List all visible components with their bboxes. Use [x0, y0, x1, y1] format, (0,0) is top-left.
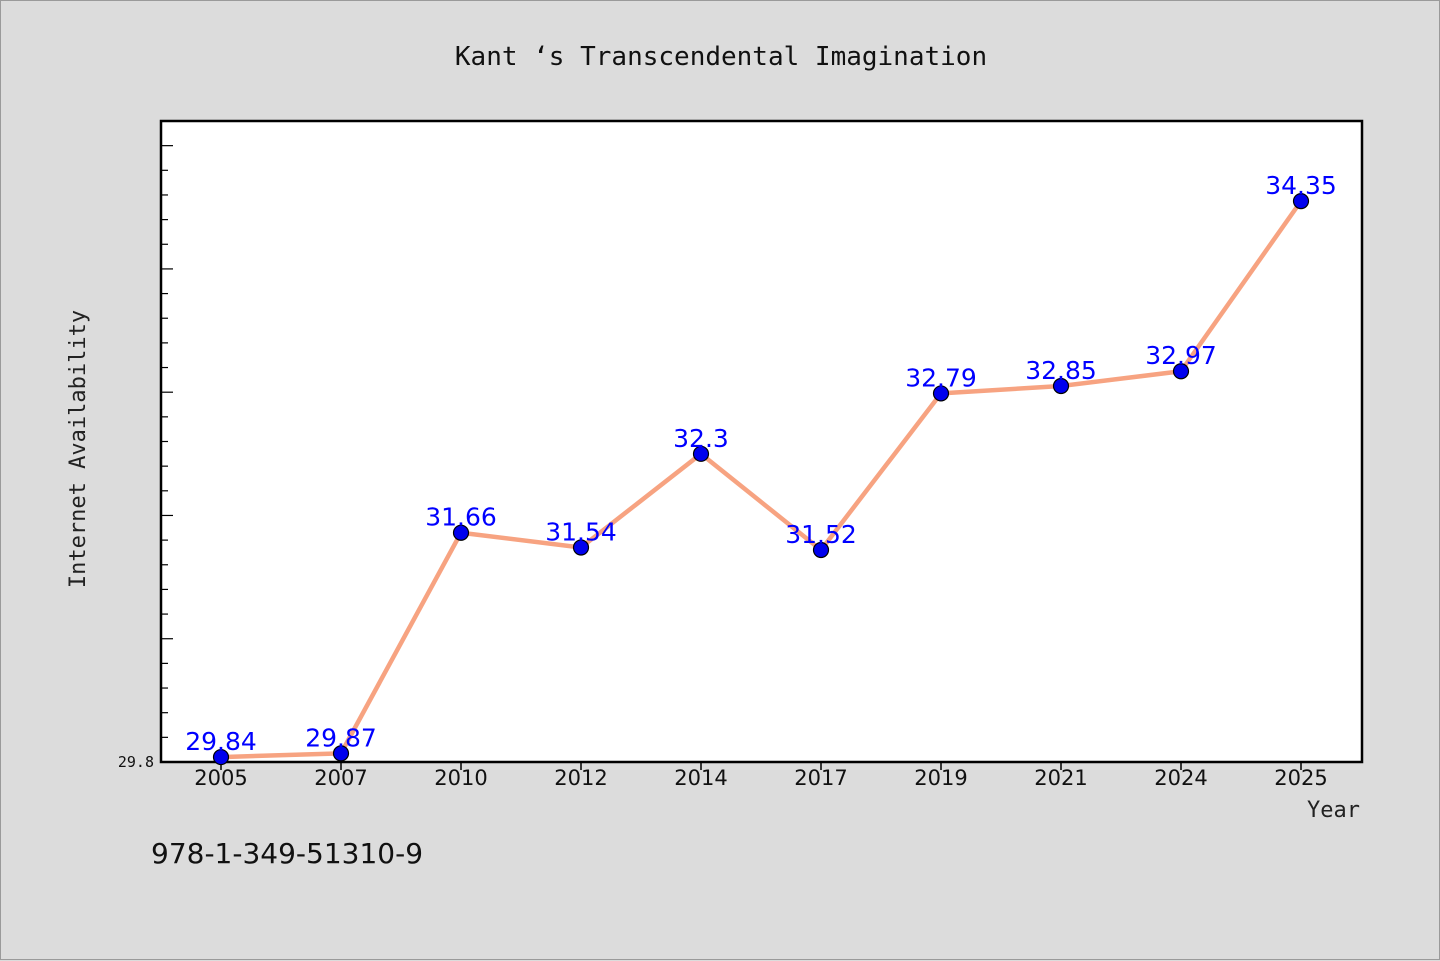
- data-point-2014: [692, 445, 710, 462]
- data-point-2019: [932, 385, 950, 402]
- y-tick-label: 29.8: [118, 753, 154, 771]
- data-point-2017: [812, 541, 830, 559]
- data-label-2005: 29.84: [185, 727, 257, 756]
- data-point-2024: [1172, 363, 1190, 380]
- data-label-2010: 31.66: [425, 503, 497, 532]
- y-axis-label: Internet Availability: [66, 310, 91, 588]
- x-tick-label: 2025: [1274, 766, 1327, 790]
- data-point-2012: [572, 539, 590, 556]
- x-axis-tick-labels: 2005 2007 2010 2012 2014 2017 2019 2021 2024 2025: [194, 766, 1327, 790]
- x-tick-label: 2017: [794, 766, 847, 790]
- data-label-2007: 29.87: [305, 723, 377, 752]
- x-tick-label: 2012: [554, 766, 607, 790]
- data-label-2021: 32.85: [1025, 356, 1097, 385]
- data-markers: [212, 193, 1310, 766]
- data-label-2014: 32.3: [673, 424, 729, 453]
- data-point-2025: [1292, 193, 1310, 210]
- chart-title: Kant ‘s Transcendental Imagination: [455, 42, 987, 72]
- x-tick-label: 2019: [914, 766, 967, 790]
- data-label-2017: 31.52: [785, 520, 857, 549]
- data-point-2010: [452, 524, 470, 541]
- x-tick-label: 2021: [1034, 766, 1087, 790]
- data-point-2007: [332, 745, 350, 762]
- x-tick-label: 2010: [434, 766, 487, 790]
- data-label-2024: 32.97: [1145, 341, 1217, 370]
- x-tick-label: 2007: [314, 766, 367, 790]
- x-tick-label: 2005: [194, 766, 247, 790]
- data-labels: 29.84 29.87 31.66 31.54 32.3 31.52 32.79 32.85 3…: [185, 171, 1337, 756]
- x-axis-ticks: [220, 762, 1302, 770]
- y-axis-ticks: [161, 120, 173, 763]
- data-point-2021: [1052, 377, 1070, 395]
- x-tick-label: 2014: [674, 766, 727, 790]
- data-label-2025: 34.35: [1265, 171, 1337, 200]
- x-axis-label: Year: [1307, 798, 1360, 823]
- plot-area: [159, 119, 1364, 764]
- series-line: [220, 199, 1303, 760]
- data-label-2012: 31.54: [545, 518, 617, 547]
- data-point-2005: [212, 748, 230, 766]
- x-tick-label: 2024: [1154, 766, 1207, 790]
- data-label-2019: 32.79: [905, 363, 977, 392]
- isbn-footer: 978-1-349-51310-9: [151, 837, 423, 870]
